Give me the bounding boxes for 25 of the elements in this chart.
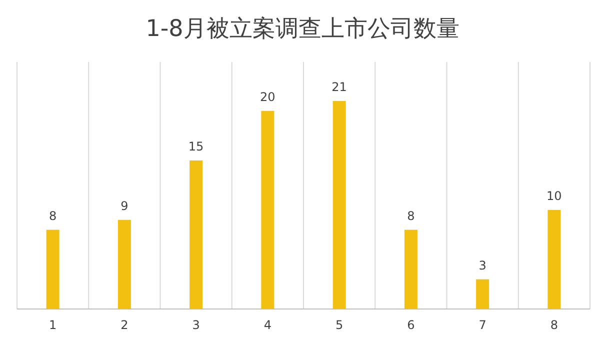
x-tick-label: 7	[478, 318, 486, 332]
data-label: 15	[188, 139, 204, 154]
bar	[190, 160, 203, 309]
x-tick-label: 5	[335, 318, 344, 332]
bar	[548, 210, 561, 309]
data-label: 9	[120, 198, 128, 213]
x-tick-label: 3	[192, 318, 200, 332]
bar	[332, 101, 346, 309]
data-label: 20	[260, 90, 276, 104]
x-tick-label: 4	[264, 318, 272, 332]
chart-title: 1-8月被立案调查上市公司数量	[146, 16, 460, 42]
bar	[118, 220, 131, 309]
x-tick-label: 1	[48, 318, 57, 332]
data-label: 3	[478, 258, 486, 272]
x-tick-label: 8	[550, 318, 558, 332]
data-label: 8	[407, 208, 415, 223]
x-tick-label: 2	[120, 318, 128, 332]
data-label: 8	[48, 208, 57, 223]
bar	[476, 279, 490, 309]
x-tick-label: 6	[407, 318, 415, 332]
data-label: 21	[332, 80, 347, 94]
bar	[404, 230, 418, 309]
bar	[261, 110, 274, 309]
bar	[46, 230, 60, 309]
data-label: 10	[546, 188, 562, 203]
